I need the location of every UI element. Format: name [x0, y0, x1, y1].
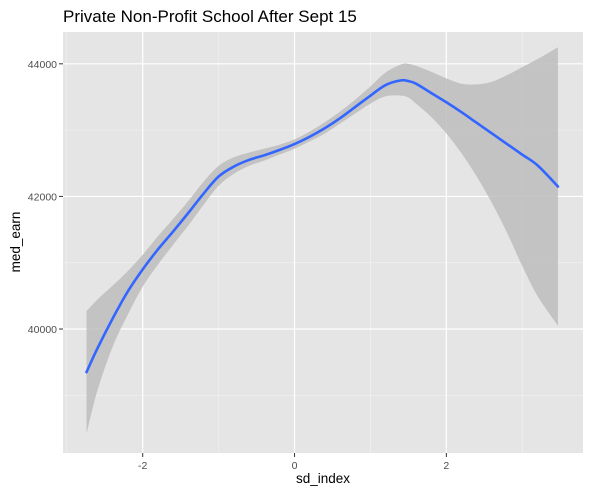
y-axis-label: med_earn	[8, 212, 23, 273]
y-tick-label: 42000	[28, 191, 57, 203]
x-tick-label: 0	[292, 460, 298, 472]
chart-title: Private Non-Profit School After Sept 15	[63, 7, 357, 26]
x-tick-label: -2	[138, 460, 147, 472]
smooth-trend-line	[85, 78, 560, 374]
x-axis-label: sd_index	[296, 471, 350, 486]
x-axis-ticks: -2 0 2	[138, 453, 449, 472]
y-tick-label: 40000	[28, 324, 57, 336]
y-tick-label: 44000	[28, 59, 57, 71]
x-tick-label: 2	[443, 460, 449, 472]
confidence-band	[86, 47, 558, 434]
y-axis-ticks: 40000 42000 44000	[28, 59, 63, 336]
